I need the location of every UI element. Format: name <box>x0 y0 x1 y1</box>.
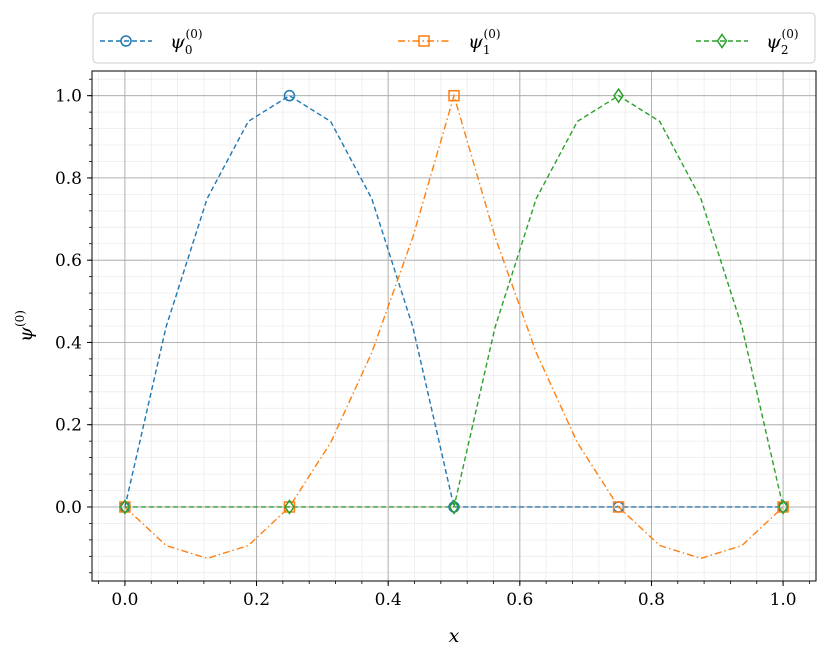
legend-item-1: ψ1(0) <box>398 27 501 57</box>
y-axis-label-base: ψ <box>15 326 37 342</box>
series-marker-0 <box>283 89 296 102</box>
legend-marker <box>716 33 728 49</box>
y-tick-label: 0.0 <box>55 498 82 518</box>
y-tick-label: 1.0 <box>55 87 82 107</box>
axis-ticks <box>87 78 810 586</box>
y-axis-label: ψ(0) <box>13 310 37 342</box>
series-marker-1 <box>612 501 625 513</box>
major-grid <box>92 71 816 581</box>
legend-marker <box>120 35 132 47</box>
x-tick-label: 0.2 <box>243 590 270 610</box>
y-tick-label: 0.6 <box>55 251 82 271</box>
x-tick-label: 1.0 <box>770 590 797 610</box>
series-marker-2 <box>448 499 460 515</box>
y-tick-label: 0.4 <box>55 333 82 353</box>
series-line-2 <box>124 94 784 508</box>
legend-label: ψ0(0) <box>170 27 203 57</box>
series-line-1 <box>124 93 784 560</box>
series-marker-2 <box>613 87 624 104</box>
legend-label: ψ2(0) <box>766 27 799 57</box>
y-tick-label: 0.2 <box>55 416 82 436</box>
x-tick-label: 0.8 <box>638 590 665 610</box>
legend-label: ψ1(0) <box>468 27 501 57</box>
series-marker-2 <box>284 499 295 515</box>
series-lines <box>124 93 784 560</box>
x-tick-label: 0.4 <box>375 590 402 610</box>
x-tick-label: 0.6 <box>506 590 533 610</box>
legend-box <box>92 12 816 64</box>
series-marker-1 <box>448 89 460 102</box>
legend-item-2: ψ2(0) <box>696 27 799 57</box>
legend-marker <box>418 35 430 47</box>
series-line-0 <box>124 94 784 508</box>
x-axis-label: x <box>449 625 460 647</box>
y-axis-label-superscript: (0) <box>13 310 27 327</box>
series-marker-2 <box>119 499 131 515</box>
series-marker-2 <box>777 499 789 515</box>
series-markers <box>119 87 789 515</box>
legend: ψ0(0) ψ1(0) ψ2(0) <box>92 12 816 64</box>
x-tick-label: 0.0 <box>111 590 138 610</box>
legend-item-0: ψ0(0) <box>100 27 203 57</box>
y-tick-label: 0.8 <box>55 169 82 189</box>
tick-labels: 0.0 0.2 0.4 0.6 0.8 1.0 0.0 0.2 0.4 0.6 0.8 1.0 <box>55 87 797 610</box>
